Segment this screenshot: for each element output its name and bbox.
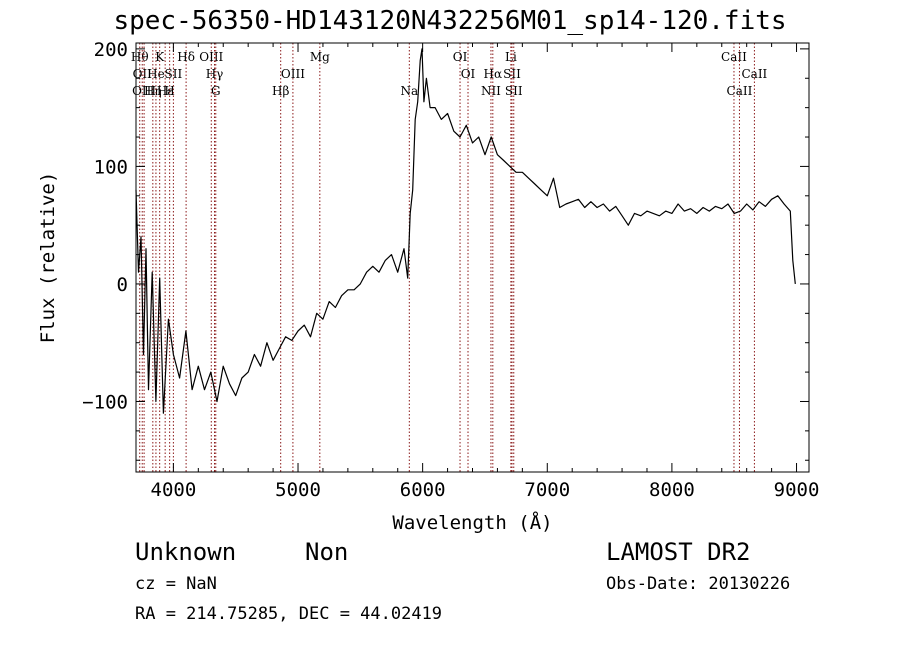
line-label: OIII	[132, 84, 156, 98]
line-label: OII	[133, 67, 153, 81]
plot-frame	[135, 42, 810, 473]
line-label: SII	[503, 67, 521, 81]
spectrum-series	[135, 48, 796, 414]
x-tick-label: 5000	[275, 479, 321, 501]
line-label: Hα	[484, 67, 503, 81]
line-label: CaII	[727, 84, 753, 98]
line-label: SII	[505, 84, 523, 98]
chart-title: spec-56350-HD143120N432256M01_sp14-120.f…	[113, 6, 787, 36]
line-label: Li	[505, 50, 517, 64]
line-label: He	[147, 67, 165, 81]
y-tick-label: 200	[94, 39, 128, 61]
redshift-value: cz = NaN	[135, 574, 217, 594]
line-label: Hε	[157, 84, 174, 98]
object-class: Non	[305, 538, 349, 566]
line-label: OIII	[281, 67, 305, 81]
y-tick-label: 100	[94, 156, 128, 178]
x-tick-label: 9000	[774, 479, 820, 501]
survey-name: LAMOST DR2	[606, 538, 751, 566]
x-tick-label: 6000	[400, 479, 446, 501]
y-tick-label: 0	[117, 274, 128, 296]
line-label: SII	[165, 67, 183, 81]
line-label: G	[211, 84, 221, 98]
x-tick-label: 4000	[151, 479, 197, 501]
spectrum-line-0	[135, 48, 796, 414]
line-label: OI	[453, 50, 468, 64]
line-label: Hθ	[131, 50, 149, 64]
coordinates: RA = 214.75285, DEC = 44.02419	[135, 604, 443, 624]
line-label: OIII	[199, 50, 223, 64]
y-tick-label: −100	[82, 391, 128, 413]
line-label: Hγ	[206, 67, 224, 81]
line-label: H	[164, 84, 174, 98]
x-tick-label: 7000	[524, 479, 570, 501]
line-label: Na	[400, 84, 418, 98]
line-label: Hδ	[177, 50, 195, 64]
line-label: NII	[481, 84, 501, 98]
line-label: OI	[461, 67, 476, 81]
x-tick-label: 8000	[649, 479, 695, 501]
x-axis-title: Wavelength (Å)	[392, 511, 552, 534]
line-label: Hη	[144, 84, 162, 98]
line-label: Mg	[310, 50, 330, 64]
line-label: Hβ	[272, 84, 289, 98]
line-label: CaII	[741, 67, 767, 81]
y-axis-title: Flux (relative)	[37, 172, 59, 344]
observation-date: Obs-Date: 20130226	[606, 574, 791, 594]
axes: 4000 5000 6000 7000 8000 9000 −100 0 100 200 Wavel…	[37, 39, 819, 534]
object-name: Unknown	[135, 538, 237, 566]
line-label: K	[155, 50, 165, 64]
line-label: CaII	[721, 50, 747, 64]
